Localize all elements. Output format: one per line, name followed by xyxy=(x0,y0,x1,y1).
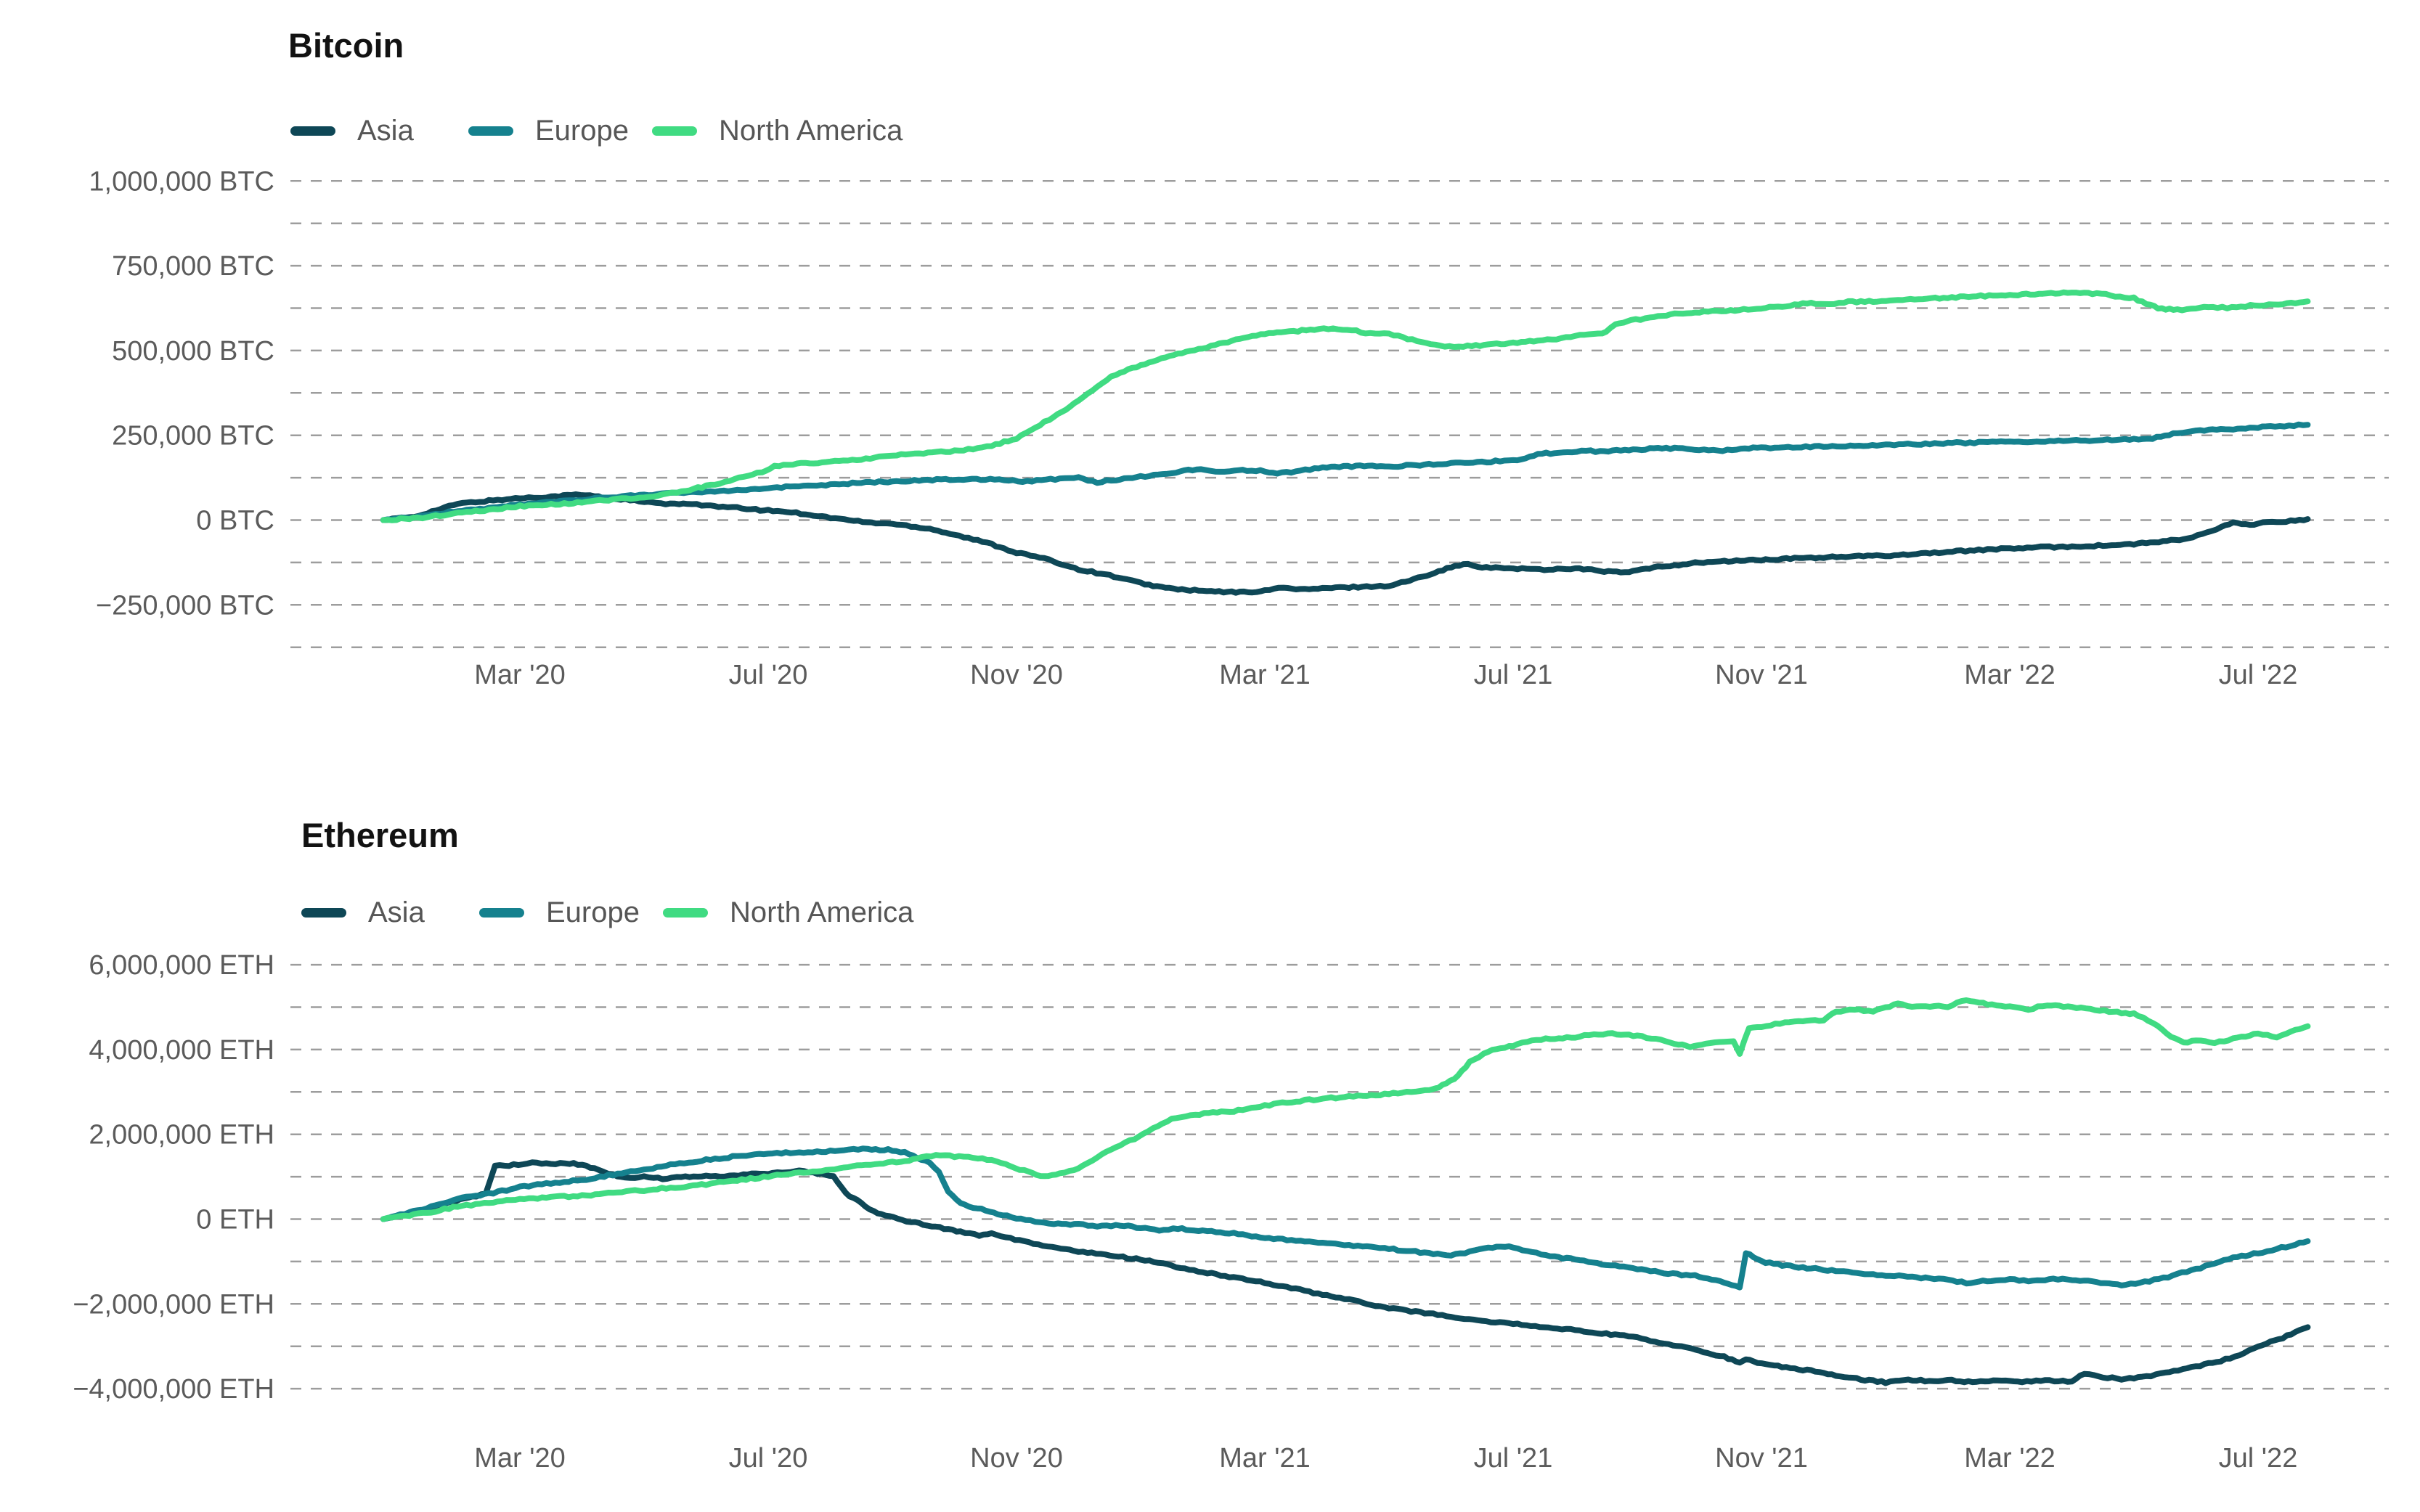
x-axis-tick-label: Mar '22 xyxy=(1964,660,2056,690)
legend-item-europe: Europe xyxy=(479,895,640,930)
legend-label: North America xyxy=(730,896,914,928)
x-axis-tick-label: Jul '22 xyxy=(2219,1443,2298,1474)
north-america-line-swatch-icon xyxy=(652,126,697,136)
ethereum-north-america-line xyxy=(380,997,2311,1222)
bitcoin-asia-line xyxy=(380,491,2311,596)
ethereum-europe-line xyxy=(380,1145,2311,1291)
x-axis-tick-label: Nov '21 xyxy=(1715,1443,1808,1474)
bitcoin-chart-title: Bitcoin xyxy=(288,26,404,65)
y-axis-tick-label: 500,000 BTC xyxy=(112,336,274,367)
y-axis-tick-label: 6,000,000 ETH xyxy=(89,950,274,981)
y-axis-tick-label: 750,000 BTC xyxy=(112,251,274,282)
legend-item-north-america: North America xyxy=(663,895,913,930)
bitcoin-europe-line xyxy=(380,421,2311,523)
x-axis-tick-label: Mar '20 xyxy=(474,1443,566,1474)
europe-line-swatch-icon xyxy=(479,907,524,918)
x-axis-tick-label: Mar '22 xyxy=(1964,1443,2056,1474)
x-axis-tick-label: Jul '20 xyxy=(729,1443,808,1474)
legend-item-europe: Europe xyxy=(468,113,629,148)
x-axis-tick-label: Mar '21 xyxy=(1219,660,1311,690)
x-axis-tick-label: Nov '21 xyxy=(1715,660,1808,690)
y-axis-tick-label: −2,000,000 ETH xyxy=(73,1289,274,1320)
legend-label: Asia xyxy=(357,115,414,147)
y-axis-tick-label: 1,000,000 BTC xyxy=(89,166,274,197)
x-axis-tick-label: Jul '22 xyxy=(2219,660,2298,690)
x-axis-tick-label: Nov '20 xyxy=(970,1443,1063,1474)
legend-label: Asia xyxy=(368,896,425,928)
ethereum-asia-line xyxy=(380,1159,2311,1386)
legend-item-asia: Asia xyxy=(290,113,414,148)
y-axis-tick-label: −250,000 BTC xyxy=(96,590,274,621)
x-axis-tick-label: Jul '21 xyxy=(1474,660,1553,690)
x-axis-tick-label: Nov '20 xyxy=(970,660,1063,690)
y-axis-tick-label: 0 ETH xyxy=(196,1205,274,1235)
legend-item-asia: Asia xyxy=(301,895,425,930)
europe-line-swatch-icon xyxy=(468,126,513,136)
y-axis-tick-label: 250,000 BTC xyxy=(112,421,274,451)
asia-line-swatch-icon xyxy=(301,907,346,918)
y-axis-tick-label: −4,000,000 ETH xyxy=(73,1374,274,1405)
legend-item-north-america: North America xyxy=(652,113,903,148)
x-axis-tick-label: Mar '20 xyxy=(474,660,566,690)
x-axis-tick-label: Mar '21 xyxy=(1219,1443,1311,1474)
y-axis-tick-label: 4,000,000 ETH xyxy=(89,1035,274,1066)
legend-label: North America xyxy=(719,115,903,147)
ethereum-chart-title: Ethereum xyxy=(301,816,459,854)
asia-line-swatch-icon xyxy=(290,126,335,136)
bitcoin-north-america-line xyxy=(380,289,2311,523)
x-axis-tick-label: Jul '20 xyxy=(729,660,808,690)
x-axis-tick-label: Jul '21 xyxy=(1474,1443,1553,1474)
y-axis-tick-label: 0 BTC xyxy=(196,506,274,536)
legend-label: Europe xyxy=(546,896,640,928)
legend-label: Europe xyxy=(535,115,629,147)
north-america-line-swatch-icon xyxy=(663,907,708,918)
y-axis-tick-label: 2,000,000 ETH xyxy=(89,1120,274,1151)
